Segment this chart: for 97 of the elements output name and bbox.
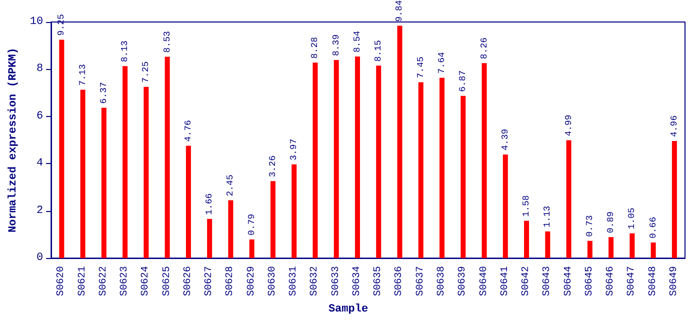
x-tick-label: S0649 — [668, 266, 680, 296]
bar — [122, 66, 128, 258]
x-tick-label: S0629 — [246, 266, 258, 296]
bar — [587, 240, 592, 258]
x-tick-label: S0621 — [77, 266, 88, 296]
bar — [440, 78, 445, 258]
bar — [270, 181, 276, 258]
bar — [312, 62, 318, 258]
data-label: 1.66 — [204, 193, 215, 215]
x-tick-label: S0636 — [394, 266, 406, 296]
data-label: 0.89 — [606, 211, 616, 234]
y-tick-label: 2 — [36, 204, 44, 217]
data-label: 9.84 — [394, 0, 405, 22]
bar — [249, 239, 254, 258]
bar — [228, 200, 234, 258]
data-label: 8.26 — [479, 37, 490, 60]
x-tick-label: S0642 — [521, 266, 532, 296]
x-tick-label: S0630 — [267, 266, 278, 296]
bar — [397, 26, 402, 258]
bar — [186, 146, 191, 258]
x-tick-label: S0644 — [563, 266, 574, 296]
data-label: 8.28 — [310, 37, 320, 59]
bar — [376, 66, 382, 258]
bar — [292, 164, 297, 258]
bar — [566, 140, 572, 258]
x-tick-label: S0640 — [478, 266, 490, 296]
data-label: 7.45 — [416, 56, 426, 78]
x-tick-label: S0637 — [415, 266, 426, 296]
x-tick-label: S0635 — [373, 266, 384, 296]
x-tick-label: S0639 — [458, 266, 469, 296]
data-label: 3.26 — [268, 156, 278, 178]
data-label: 8.39 — [331, 34, 342, 56]
data-label: 7.13 — [78, 64, 88, 86]
x-tick-label: S0620 — [56, 266, 68, 296]
bar — [164, 56, 170, 258]
bar — [354, 56, 360, 258]
bar — [101, 108, 106, 258]
bar — [650, 242, 656, 258]
x-tick-label: S0631 — [288, 266, 300, 296]
x-tick-label: S0623 — [120, 266, 131, 296]
bar — [80, 90, 86, 258]
x-tick-label: S0625 — [162, 266, 173, 296]
data-label: 8.13 — [120, 40, 130, 62]
y-tick-label: 10 — [30, 16, 44, 28]
x-tick-label: S0641 — [500, 266, 511, 296]
y-tick-label: 8 — [36, 63, 44, 76]
x-tick-label: S0627 — [204, 266, 216, 296]
x-tick-label: S0626 — [182, 266, 194, 296]
bar — [207, 218, 212, 258]
x-axis-title: Sample — [328, 304, 368, 316]
y-tick-label: 6 — [36, 110, 44, 122]
x-tick-label: S0624 — [140, 266, 152, 296]
data-label: 4.76 — [183, 120, 194, 142]
bar — [59, 40, 64, 258]
x-tick-label: S0646 — [606, 266, 617, 296]
bar — [418, 82, 424, 258]
x-tick-label: S0643 — [542, 266, 554, 296]
x-tick-label: S0648 — [648, 266, 659, 296]
bar — [545, 231, 550, 258]
x-tick-label: S0633 — [330, 266, 342, 296]
y-axis-title: Normalized expression (RPKM) — [8, 48, 20, 232]
bar — [672, 140, 677, 258]
data-label: 0.79 — [246, 214, 257, 236]
y-tick-label: 0 — [36, 252, 44, 264]
bar — [630, 233, 635, 258]
data-label: 4.39 — [500, 128, 510, 150]
x-tick-label: S0647 — [626, 266, 638, 296]
bar — [524, 220, 530, 258]
bar — [334, 60, 339, 258]
bar — [608, 237, 614, 258]
data-label: 0.73 — [584, 215, 595, 237]
bar — [144, 86, 149, 258]
data-label: 0.66 — [648, 216, 658, 239]
data-label: 1.58 — [522, 195, 532, 217]
data-label: 7.25 — [141, 61, 152, 83]
data-label: 3.97 — [289, 138, 300, 160]
bar — [482, 63, 487, 258]
data-label: 4.99 — [564, 114, 574, 136]
y-tick-label: 4 — [36, 158, 44, 170]
data-label: 1.13 — [542, 206, 553, 228]
data-label: 6.37 — [98, 82, 109, 104]
bar — [502, 154, 508, 258]
data-label: 8.54 — [352, 30, 362, 52]
x-tick-label: S0622 — [98, 266, 110, 296]
data-label: 1.05 — [627, 208, 638, 230]
x-tick-label: S0632 — [310, 266, 321, 296]
data-label: 8.53 — [162, 31, 172, 53]
x-tick-label: S0628 — [225, 266, 236, 296]
bar — [460, 96, 466, 258]
x-tick-label: S0645 — [584, 266, 596, 296]
x-tick-label: S0638 — [436, 266, 448, 296]
data-label: 6.87 — [458, 70, 468, 92]
data-label: 4.96 — [669, 115, 680, 137]
data-label: 2.45 — [226, 174, 236, 196]
data-label: 7.64 — [437, 52, 448, 74]
data-label: 8.15 — [374, 40, 384, 62]
x-tick-label: S0634 — [352, 266, 363, 296]
